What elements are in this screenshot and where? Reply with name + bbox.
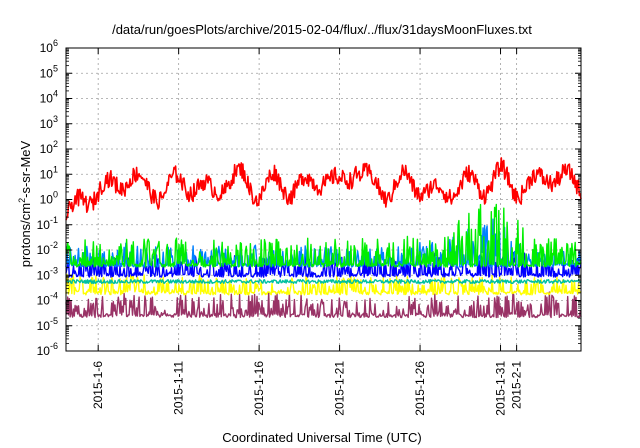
x-tick-label: 2015-1-21 [333,361,347,416]
y-tick-label-exp: 0 [53,190,58,200]
chart-title: /data/run/goesPlots/archive/2015-02-04/f… [112,22,532,37]
y-tick-label: 10-2 [37,240,58,257]
y-tick-label-base: 10 [37,218,51,232]
y-tick-label: 100 [40,190,58,207]
y-tick-label: 102 [40,139,58,156]
ticks [66,47,581,352]
y-tick-label-base: 10 [37,319,51,333]
series-line [65,273,582,296]
y-tick-label: 101 [40,164,58,181]
y-tick-label-base: 10 [37,294,51,308]
series-line [65,203,582,268]
series-line [65,157,582,221]
series-layer [65,157,582,319]
y-tick-label-base: 10 [40,117,54,131]
y-tick-label-base: 10 [40,142,54,156]
y-tick-label-base: 10 [40,92,54,106]
y-tick-label: 10-4 [37,291,58,308]
y-tick-label-exp: -1 [50,215,58,225]
x-tick-label: 2015-1-16 [252,361,266,416]
y-tick-label: 10-1 [37,215,58,232]
y-tick-label-base: 10 [40,66,54,80]
y-tick-label-exp: -5 [50,316,58,326]
y-axis-label-rest: -s-sr-MeV [18,140,33,197]
y-tick-label-base: 10 [40,193,54,207]
y-axis-label: protons/cm2-s-sr-MeV [17,140,33,267]
y-tick-label: 104 [40,89,58,106]
y-tick-label: 10-3 [37,265,58,282]
y-tick-label: 10-5 [37,316,58,333]
y-tick-label-exp: -2 [50,240,58,250]
y-axis-label-base: protons/cm [18,203,33,267]
x-axis-label: Coordinated Universal Time (UTC) [222,430,421,445]
y-tick-label-exp: -4 [50,291,58,301]
y-tick-label-exp: -6 [50,341,58,351]
y-tick-label-exp: 1 [53,164,58,174]
y-tick-label: 103 [40,114,58,131]
x-tick-label: 2015-1-6 [91,361,105,409]
x-tick-label: 2015-1-26 [413,361,427,416]
y-tick-label: 10-6 [37,341,58,358]
x-tick-label: 2015-2-1 [510,361,524,409]
y-tick-label-exp: 6 [53,38,58,48]
y-tick-label-base: 10 [37,243,51,257]
x-tick-label: 2015-1-11 [172,361,186,415]
y-tick-label-exp: 5 [53,63,58,73]
y-tick-label: 106 [40,38,58,55]
y-tick-label-base: 10 [40,167,54,181]
y-tick-label-base: 10 [37,268,51,282]
series-line [65,291,582,319]
x-tick-label: 2015-1-31 [494,361,508,416]
tick-labels: 10-610-510-410-310-210-11001011021031041… [37,38,524,416]
y-tick-label-base: 10 [37,344,51,358]
y-tick-label-exp: 4 [53,89,58,99]
y-tick-label-exp: -3 [50,265,58,275]
y-tick-label-exp: 3 [53,114,58,124]
y-axis-label-sup: 2 [17,198,27,203]
y-tick-label-exp: 2 [53,139,58,149]
y-tick-label-base: 10 [40,41,54,55]
series-line [65,279,582,285]
y-tick-label: 105 [40,63,58,80]
